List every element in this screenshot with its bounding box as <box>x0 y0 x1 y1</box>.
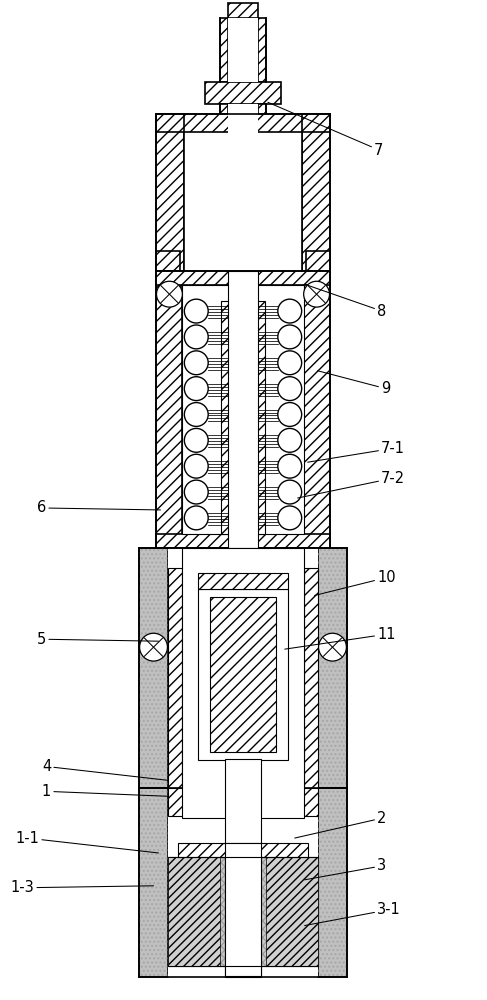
Bar <box>210 597 276 752</box>
Circle shape <box>278 403 301 426</box>
Bar <box>228 104 258 159</box>
Text: 3: 3 <box>305 858 386 880</box>
Bar <box>139 788 169 977</box>
Bar <box>228 18 258 82</box>
Circle shape <box>304 281 330 307</box>
Text: 7: 7 <box>268 102 384 158</box>
Text: 6: 6 <box>37 500 161 515</box>
Bar <box>198 589 288 760</box>
Circle shape <box>185 299 208 323</box>
Text: 1: 1 <box>42 784 169 799</box>
Bar <box>220 104 228 159</box>
Text: 8: 8 <box>305 284 387 319</box>
Bar <box>139 548 169 788</box>
Bar <box>318 788 347 977</box>
Bar <box>156 251 180 271</box>
Bar <box>205 82 281 104</box>
Bar <box>220 18 228 82</box>
Text: 9: 9 <box>318 371 391 396</box>
Bar <box>301 114 330 271</box>
Bar <box>178 843 308 857</box>
Bar <box>221 301 265 534</box>
Bar <box>228 271 258 548</box>
Circle shape <box>185 403 208 426</box>
Bar <box>258 18 266 82</box>
Bar <box>185 114 301 271</box>
Circle shape <box>185 351 208 375</box>
Circle shape <box>278 454 301 478</box>
Bar <box>169 788 318 816</box>
Bar <box>304 271 330 548</box>
Circle shape <box>278 377 301 401</box>
Bar <box>156 114 330 132</box>
Bar <box>169 857 220 966</box>
Bar <box>318 788 347 977</box>
Bar <box>225 843 261 976</box>
Circle shape <box>318 633 346 661</box>
Bar <box>318 548 347 788</box>
Circle shape <box>185 454 208 478</box>
Circle shape <box>140 633 168 661</box>
Bar <box>156 271 182 548</box>
Bar <box>182 285 304 534</box>
Text: 11: 11 <box>285 627 396 649</box>
Text: 7-1: 7-1 <box>308 441 405 462</box>
Bar <box>182 548 304 818</box>
Text: 2: 2 <box>295 811 387 838</box>
Bar <box>169 548 318 788</box>
Circle shape <box>185 506 208 530</box>
Circle shape <box>278 480 301 504</box>
Text: 4: 4 <box>42 759 169 780</box>
Circle shape <box>185 377 208 401</box>
Circle shape <box>185 480 208 504</box>
Bar <box>156 114 185 271</box>
Bar <box>156 271 330 285</box>
Bar <box>258 104 266 159</box>
Bar <box>318 548 347 788</box>
Circle shape <box>185 428 208 452</box>
Bar <box>266 857 318 966</box>
Bar <box>306 251 330 271</box>
Circle shape <box>278 428 301 452</box>
Text: 3-1: 3-1 <box>305 902 401 926</box>
Bar <box>304 568 318 788</box>
Bar <box>169 857 318 966</box>
Text: 5: 5 <box>37 632 158 647</box>
Text: 7-2: 7-2 <box>298 471 405 498</box>
Bar <box>139 788 169 977</box>
Bar <box>169 788 318 977</box>
Bar <box>169 857 318 966</box>
Text: 10: 10 <box>315 570 396 595</box>
Bar <box>225 759 261 977</box>
Circle shape <box>278 299 301 323</box>
Circle shape <box>156 281 182 307</box>
Bar <box>228 3 258 18</box>
Text: 1-3: 1-3 <box>10 880 153 895</box>
Text: 1-1: 1-1 <box>15 831 158 853</box>
Bar <box>156 534 330 548</box>
Bar <box>198 573 288 589</box>
Circle shape <box>278 325 301 349</box>
Circle shape <box>278 351 301 375</box>
Circle shape <box>278 506 301 530</box>
Bar <box>169 568 182 788</box>
Bar <box>139 548 169 788</box>
Circle shape <box>185 325 208 349</box>
